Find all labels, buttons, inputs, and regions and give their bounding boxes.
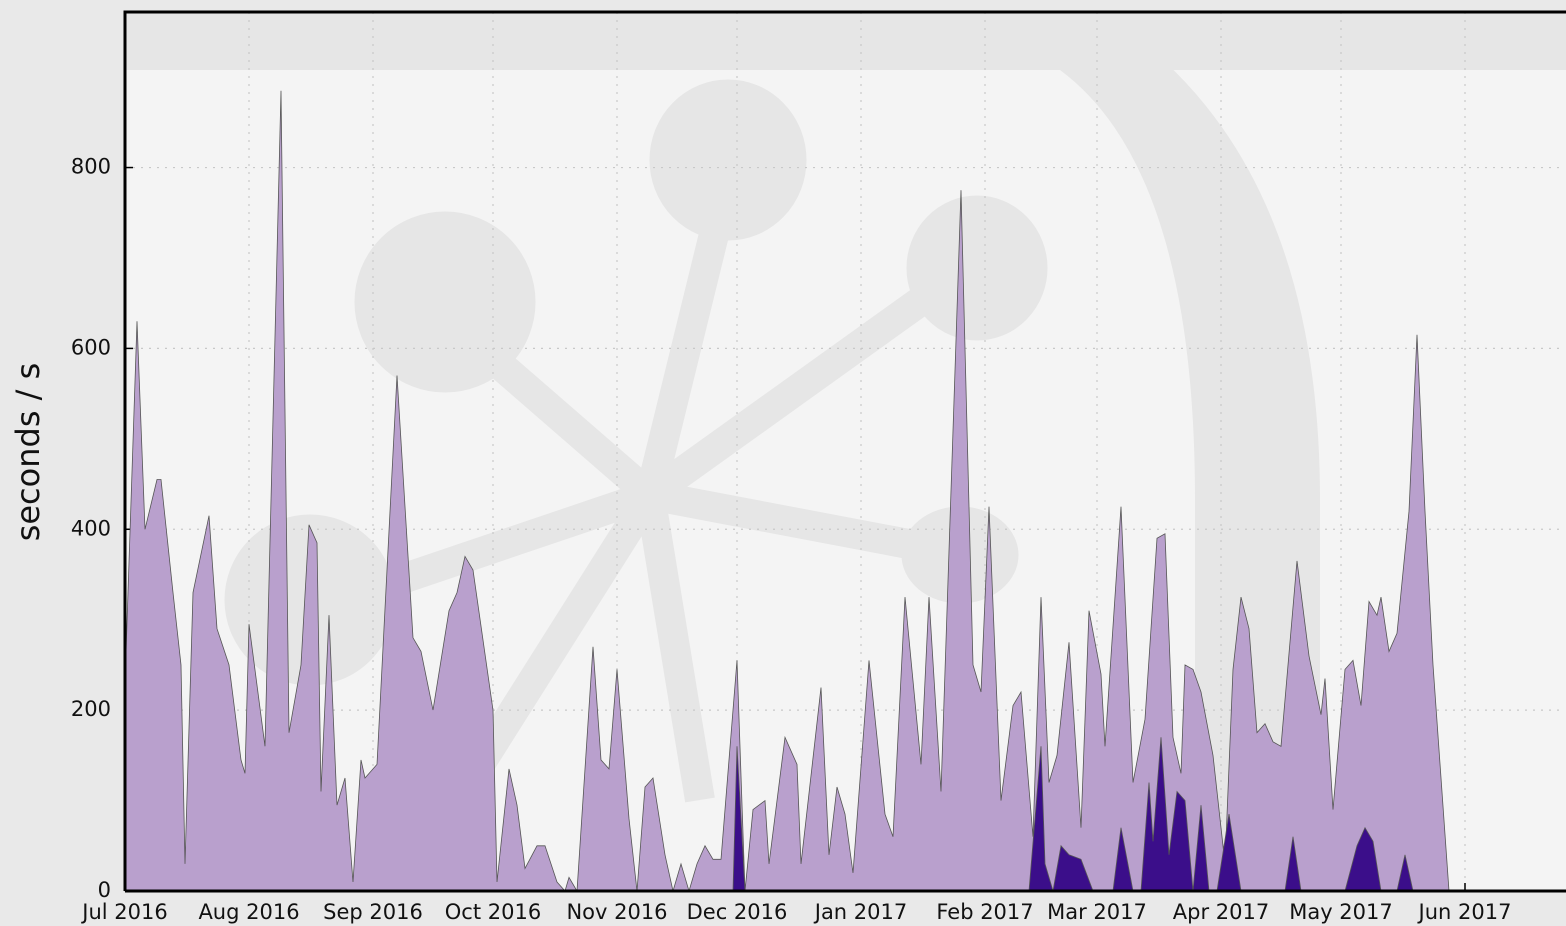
x-tick-label: Jul 2016 [80, 900, 167, 924]
x-tick-label: Mar 2017 [1047, 900, 1147, 924]
x-tick-label: Apr 2017 [1173, 900, 1269, 924]
y-tick-label: 800 [71, 155, 111, 179]
x-tick-label: Jun 2017 [1417, 900, 1512, 924]
y-tick-label: 600 [71, 335, 111, 359]
x-tick-label: Oct 2016 [445, 900, 541, 924]
y-tick-label: 0 [98, 878, 111, 902]
x-tick-label: Feb 2017 [936, 900, 1033, 924]
y-axis-label: seconds / s [9, 363, 47, 542]
chart: seconds / s 0 200 400 600 800 Jul 2016 Aug 201… [0, 0, 1566, 926]
x-tick-label: Dec 2016 [687, 900, 788, 924]
x-tick-label: Sep 2016 [323, 900, 423, 924]
y-tick-label: 400 [71, 516, 111, 540]
x-tick-label: Aug 2016 [198, 900, 299, 924]
x-tick-label: May 2017 [1289, 900, 1393, 924]
x-tick-label: Jan 2017 [813, 900, 908, 924]
y-tick-label: 200 [71, 697, 111, 721]
x-tick-label: Nov 2016 [566, 900, 667, 924]
